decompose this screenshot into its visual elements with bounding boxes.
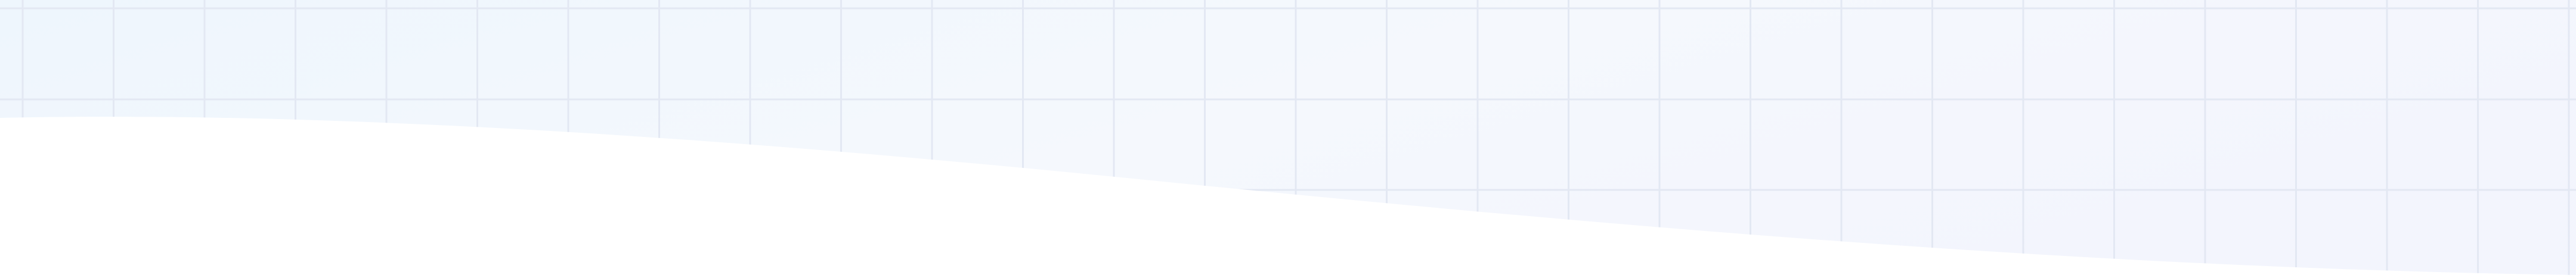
white-wave-shape: [0, 117, 2576, 278]
